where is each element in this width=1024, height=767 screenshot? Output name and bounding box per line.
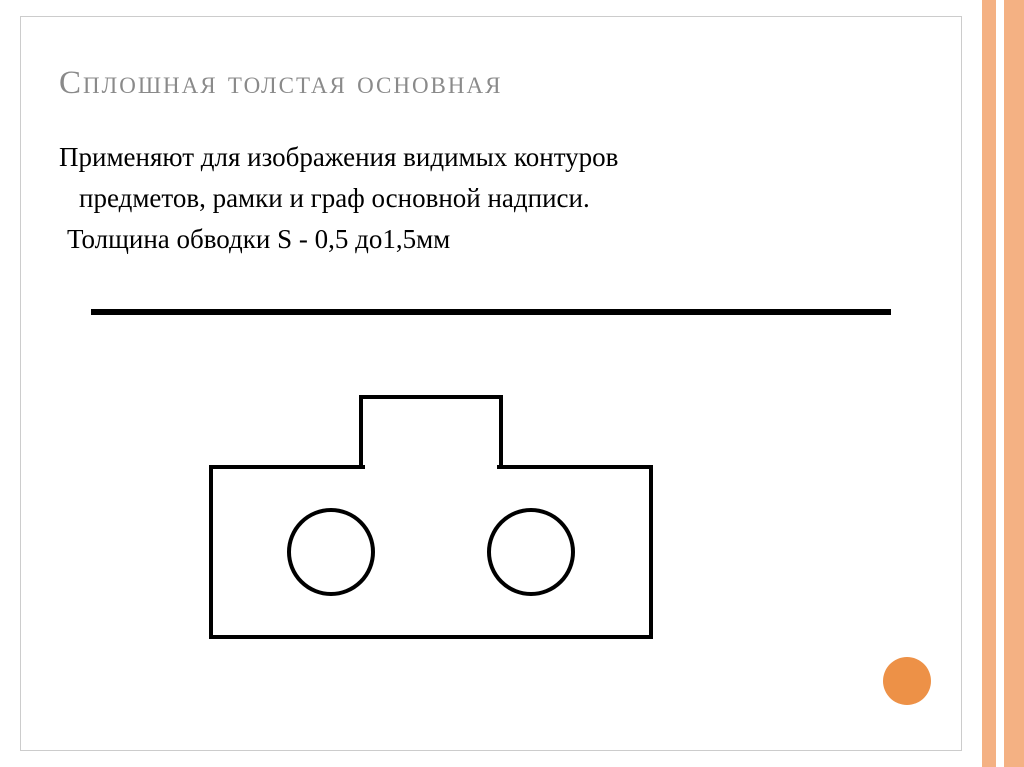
body-line-2: предметов, рамки и граф основной надписи… — [59, 179, 923, 218]
thick-line-example — [91, 309, 891, 315]
diagram-svg — [201, 387, 661, 647]
accent-bar-thin — [982, 0, 996, 767]
slide-frame: Сплошная толстая основная Применяют для … — [20, 16, 962, 751]
slide-title: Сплошная толстая основная — [59, 65, 923, 102]
accent-dot — [883, 657, 931, 705]
accent-stripe — [982, 0, 1024, 767]
technical-diagram — [201, 387, 661, 647]
accent-gap — [996, 0, 1004, 767]
body-text: Применяют для изображения видимых контур… — [59, 138, 923, 259]
body-line-1: Применяют для изображения видимых контур… — [59, 138, 923, 177]
accent-bar-thick — [1004, 0, 1024, 767]
body-line-3: Толщина обводки S - 0,5 до1,5мм — [59, 220, 923, 259]
